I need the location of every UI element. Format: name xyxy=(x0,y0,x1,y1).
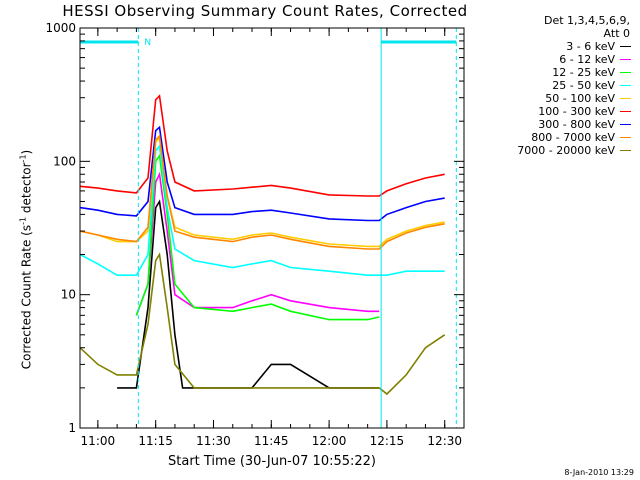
x-tick-label-0: 11:00 xyxy=(81,434,116,448)
legend-entry-label: 300 - 800 keV xyxy=(538,118,615,131)
legend-swatch xyxy=(620,137,631,138)
x-tick-label-2: 11:30 xyxy=(196,434,231,448)
legend-swatch xyxy=(620,124,631,125)
legend-entry-0: 3 - 6 keV xyxy=(472,40,632,53)
legend-swatch xyxy=(620,85,631,86)
y-axis-label-text: Corrected Count Rate (s xyxy=(19,224,34,370)
y-tick-label-3: 1000 xyxy=(45,21,76,35)
legend-swatch xyxy=(620,72,631,73)
x-tick-label-6: 12:30 xyxy=(427,434,462,448)
y-tick-label-1: 10 xyxy=(61,288,76,302)
x-tick-label-4: 12:00 xyxy=(312,434,347,448)
y-tick-label-0: 1 xyxy=(68,421,76,435)
legend-entry-1: 6 - 12 keV xyxy=(472,53,632,66)
series-line-6 xyxy=(79,125,445,222)
y-tick-label-2: 100 xyxy=(53,154,76,168)
axis-ticks: 11:00 11:15 11:30 11:45 12:00 12:15 12:30 1 10 10… xyxy=(45,21,465,448)
legend-entry-5: 100 - 300 keV xyxy=(472,105,632,118)
legend-header-detectors: Det 1,3,4,5,6,9, xyxy=(543,14,630,27)
series-line-0 xyxy=(117,199,380,389)
y-axis-label-sup2: -1 xyxy=(18,154,28,163)
x-axis-label: Start Time (30-Jun-07 10:55:22) xyxy=(168,454,376,469)
legend-entry-label: 800 - 7000 keV xyxy=(531,131,615,144)
series-line-8 xyxy=(79,252,446,396)
chart-marks xyxy=(79,94,446,396)
legend-swatch xyxy=(620,98,631,99)
legend-entries: 3 - 6 keV 6 - 12 keV 12 - 25 keV 25 - 50 ke… xyxy=(472,40,632,157)
legend: Det 1,3,4,5,6,9, Att 0 3 - 6 keV 6 - 12 k… xyxy=(472,14,632,157)
legend-entry-label: 100 - 300 keV xyxy=(538,105,615,118)
night-label: N xyxy=(144,38,151,48)
x-tick-label-5: 12:15 xyxy=(370,434,405,448)
plot-frame xyxy=(79,27,465,429)
y-axis-label: Corrected Count Rate (s-1 detector-1) xyxy=(19,150,34,370)
series-line-1 xyxy=(135,171,380,316)
series-line-7 xyxy=(79,134,445,250)
legend-swatch xyxy=(620,46,631,47)
x-tick-label-1: 11:15 xyxy=(138,434,173,448)
legend-entry-7: 800 - 7000 keV xyxy=(472,131,632,144)
legend-header-attenuator: Att 0 xyxy=(603,27,630,40)
legend-entry-4: 50 - 100 keV xyxy=(472,92,632,105)
legend-entry-label: 50 - 100 keV xyxy=(545,92,615,105)
x-tick-label-3: 11:45 xyxy=(254,434,289,448)
legend-entry-2: 12 - 25 keV xyxy=(472,66,632,79)
legend-entry-label: 25 - 50 keV xyxy=(552,79,615,92)
series-line-5 xyxy=(79,94,445,197)
legend-swatch xyxy=(620,111,631,112)
chart-title: HESSI Observing Summary Count Rates, Cor… xyxy=(62,2,468,20)
y-axis-label-end: ) xyxy=(19,149,34,155)
legend-swatch xyxy=(620,150,631,151)
legend-entry-label: 12 - 25 keV xyxy=(552,66,615,79)
y-axis-label-sup1: -1 xyxy=(18,216,28,225)
legend-entry-3: 25 - 50 keV xyxy=(472,79,632,92)
series-line-3 xyxy=(79,144,445,277)
y-axis-label-mid: detector xyxy=(19,162,34,217)
legend-entry-label: 3 - 6 keV xyxy=(566,40,615,53)
series-line-2 xyxy=(135,153,380,321)
legend-entry-8: 7000 - 20000 keV xyxy=(472,144,632,157)
date-stamp: 8-Jan-2010 13:29 xyxy=(564,468,634,477)
legend-swatch xyxy=(620,59,631,60)
legend-entry-label: 7000 - 20000 keV xyxy=(517,144,615,157)
legend-entry-label: 6 - 12 keV xyxy=(559,53,615,66)
legend-entry-6: 300 - 800 keV xyxy=(472,118,632,131)
